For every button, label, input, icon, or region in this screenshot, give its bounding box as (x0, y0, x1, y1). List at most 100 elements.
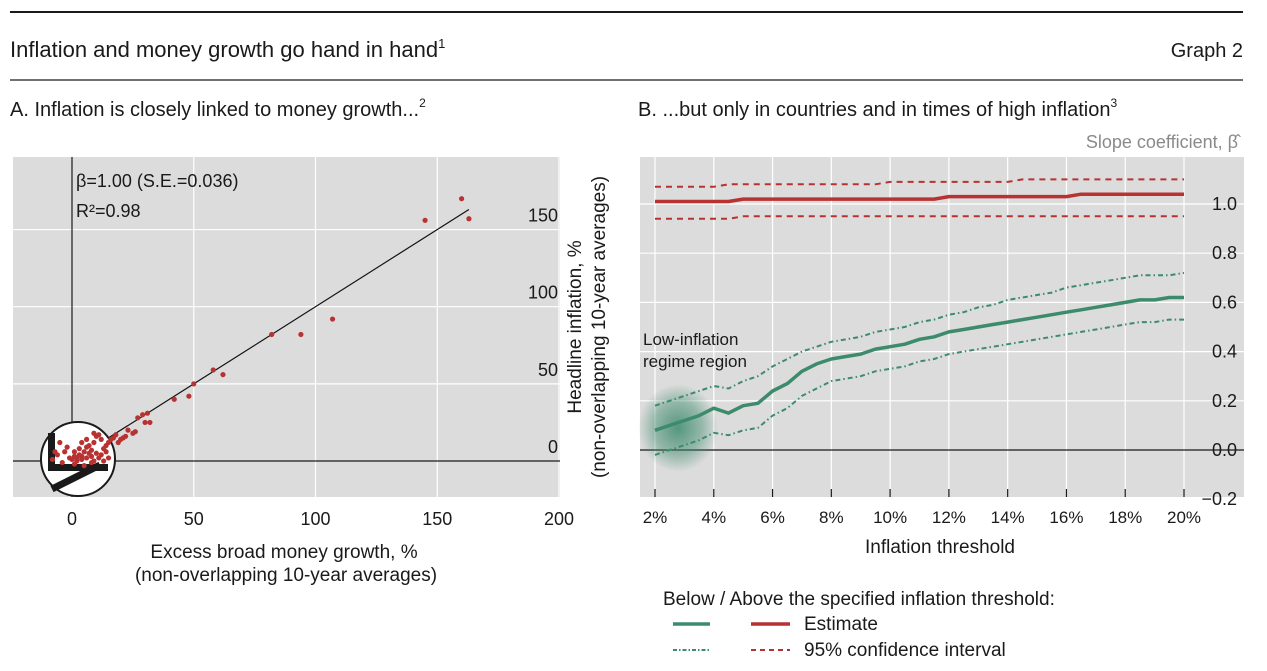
scatter-point (125, 427, 131, 433)
panel-b-line-chart: Slope coefficient, β̂ 2% 4% 6% 8% 10% 12% 14% 1… (638, 132, 1244, 558)
above-ci-line (655, 178, 1184, 188)
panel-b-y-tick-label: 0.4 (1212, 342, 1237, 362)
panel-a-inset-bar-horizontal (48, 464, 108, 471)
panel-b-title-footnote: 3 (1111, 96, 1118, 110)
panel-b-x-tick-label: 12% (932, 508, 966, 527)
low-inflation-annotation-line1: Low-inflation (643, 330, 738, 349)
panel-b-x-tick-label: 10% (873, 508, 907, 527)
panel-b-x-tick-label: 6% (760, 508, 785, 527)
above-ci-line (655, 215, 1184, 220)
panel-a-y-axis-label: Headline inflation, % (565, 240, 586, 413)
panel-b-y-tick-label: 0.8 (1212, 243, 1237, 263)
panel-b-x-tick-label: 4% (701, 508, 726, 527)
panel-a-x-tick-labels: 0 50 100 150 200 (67, 509, 574, 529)
panel-b-x-tick-label: 18% (1108, 508, 1142, 527)
scatter-point (49, 456, 56, 463)
scatter-point (93, 450, 99, 456)
panel-b-title: B. ...but only in countries and in times… (638, 96, 1118, 121)
panel-b-y-tick-label: 0.0 (1212, 440, 1237, 460)
panel-b-y-axis-title: Slope coefficient, β̂ (1086, 132, 1241, 152)
panel-a-x-tick-label: 200 (544, 509, 574, 529)
legend-heading: Below / Above the specified inflation th… (663, 589, 1055, 610)
figure-title-footnote: 1 (438, 36, 445, 51)
panel-a-grid (13, 157, 560, 497)
scatter-point (269, 331, 275, 338)
panel-b-y-tick-labels: −0.2 0.0 0.2 0.4 0.6 0.8 1.0 (1201, 194, 1237, 509)
panel-b-x-tick-label: 2% (643, 508, 668, 527)
scatter-point (466, 216, 472, 222)
panel-a-x-axis-label-sub: (non-overlapping 10-year averages) (135, 565, 437, 586)
panel-a-x-tick-label: 50 (184, 509, 204, 529)
panel-a-y-tick-label: 150 (528, 206, 558, 226)
scatter-point (191, 381, 197, 387)
panel-a-title: A. Inflation is closely linked to money … (10, 96, 426, 121)
panel-b-title-text: B. ...but only in countries and in times… (638, 99, 1111, 121)
scatter-point (115, 439, 121, 446)
panel-b-plot-area (640, 157, 1244, 497)
panel-a-scatter-chart: 0 50 100 150 200 0 50 100 150 β=1.00 (S.E.=0.03… (13, 157, 610, 586)
scatter-point (459, 196, 465, 202)
panel-a-x-tick-label: 0 (67, 509, 77, 529)
panel-b-y-tick-label: 0.2 (1212, 391, 1237, 411)
panel-a-x-tick-label: 150 (422, 509, 452, 529)
scatter-point (91, 430, 97, 436)
scatter-point (66, 455, 73, 461)
scatter-point (91, 439, 97, 446)
legend: Below / Above the specified inflation th… (663, 589, 1055, 661)
panel-a-y-tick-labels: 0 50 100 150 (528, 206, 558, 457)
panel-a-inset-bar-vertical (48, 433, 55, 469)
panel-a-title-text: A. Inflation is closely linked to money … (10, 99, 419, 121)
scatter-point (88, 459, 95, 466)
panel-b-x-tick-label: 20% (1167, 508, 1201, 527)
below-ci-line (654, 318, 1184, 456)
scatter-point (171, 396, 177, 402)
panel-b-x-tick-label: 14% (991, 508, 1025, 527)
panel-b-series (654, 178, 1185, 456)
scatter-point (98, 436, 104, 442)
scatter-point (81, 463, 87, 469)
scatter-point (79, 456, 85, 463)
panel-a-y-axis-label-group: Headline inflation, % (non-overlapping 1… (565, 176, 610, 478)
low-inflation-region-marker (638, 384, 718, 472)
panel-a-title-footnote: 2 (419, 96, 426, 110)
panel-a-inset-bar-diagonal (50, 461, 102, 493)
scatter-point (79, 439, 85, 446)
figure-title-text: Inflation and money growth go hand in ha… (10, 37, 438, 62)
scatter-point (59, 459, 65, 466)
panel-a-x-axis-label: Excess broad money growth, % (150, 542, 417, 563)
scatter-point (71, 461, 78, 467)
figure-title: Inflation and money growth go hand in ha… (10, 36, 445, 62)
panel-a-x-tick-label: 100 (300, 509, 330, 529)
low-inflation-annotation-line2: regime region (643, 352, 747, 371)
scatter-point (101, 458, 107, 464)
scatter-point (76, 446, 82, 452)
scatter-point (220, 371, 226, 378)
panel-b-y-tick-label: −0.2 (1201, 489, 1237, 509)
graph-label: Graph 2 (1171, 40, 1243, 62)
scatter-point (88, 453, 95, 459)
panel-b-x-axis-label: Inflation threshold (865, 537, 1015, 558)
scatter-point (144, 410, 151, 416)
scatter-point (422, 217, 428, 223)
panel-b-x-tick-label: 8% (819, 508, 844, 527)
panel-b-y-tick-label: 0.6 (1212, 292, 1237, 312)
scatter-point (186, 393, 192, 399)
scatter-point (64, 444, 70, 450)
scatter-point (96, 455, 102, 461)
legend-estimate-label: Estimate (804, 614, 878, 635)
above-estimate-line (655, 192, 1184, 204)
legend-ci-label: 95% confidence interval (804, 640, 1006, 661)
scatter-point (147, 419, 153, 426)
panel-b-x-tick-label: 16% (1049, 508, 1083, 527)
scatter-point (142, 419, 148, 426)
below-estimate-line (654, 295, 1184, 432)
scatter-point (86, 442, 92, 449)
scatter-point (105, 455, 112, 461)
panel-a-beta-stat: β=1.00 (S.E.=0.036) (76, 171, 238, 191)
scatter-point (140, 412, 146, 418)
panel-a-points (49, 196, 472, 469)
scatter-point (135, 415, 141, 421)
scatter-point (329, 316, 336, 322)
panel-a-r2-stat: R²=0.98 (76, 201, 141, 221)
panel-b-x-tick-labels: 2% 4% 6% 8% 10% 12% 14% 16% 18% 20% (643, 508, 1201, 527)
